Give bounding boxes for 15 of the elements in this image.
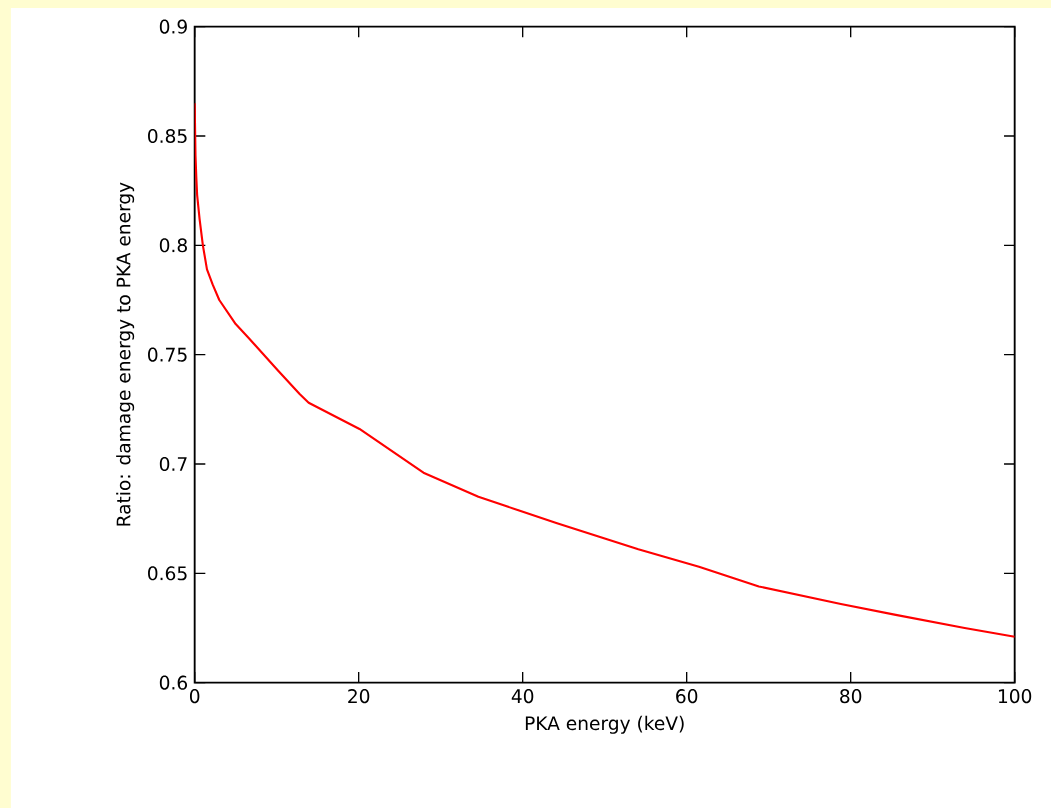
x-tick-label: 20 [348, 689, 370, 704]
x-tick-label: 60 [676, 689, 698, 704]
x-tick-label: 40 [511, 689, 534, 704]
x-axis-title: PKA energy (keV) [525, 715, 684, 734]
x-tick-label: 0 [189, 689, 200, 704]
x-tick-label: 100 [998, 689, 1032, 704]
y-tick-label: 0.7 [159, 456, 187, 472]
y-tick-label: 0.9 [159, 19, 187, 34]
y-axis-title: Ratio: damage energy to PKA energy [116, 182, 135, 526]
y-tick-label: 0.8 [159, 238, 187, 253]
y-tick-label: 0.65 [148, 566, 187, 581]
y-tick-label: 0.6 [159, 675, 188, 690]
y-tick-label: 0.75 [148, 347, 187, 362]
y-tick-label: 0.85 [148, 128, 187, 144]
x-tick-label: 80 [840, 689, 862, 704]
